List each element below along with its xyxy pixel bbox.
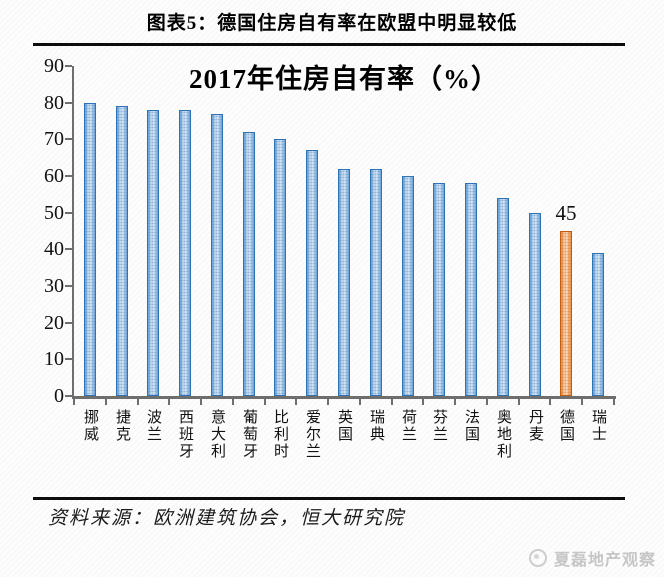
- x-axis-tick: [581, 396, 583, 405]
- x-axis-category-label: 瑞典: [368, 409, 384, 443]
- x-axis-tick: [73, 396, 75, 405]
- bar: [592, 253, 604, 396]
- top-divider: [33, 43, 625, 46]
- watermark: 夏磊地产观察: [528, 546, 656, 570]
- bar: [116, 106, 128, 396]
- x-axis-category-label: 葡萄牙: [241, 409, 257, 460]
- y-axis-line: [72, 66, 74, 399]
- bar-germany-highlighted: [560, 231, 572, 396]
- x-axis-category-label: 爱尔兰: [304, 409, 320, 460]
- x-axis-category-label: 西班牙: [177, 409, 193, 460]
- y-axis-tick-label: 90: [44, 55, 64, 77]
- x-axis-tick: [200, 396, 202, 405]
- source-note: 资料来源：欧洲建筑协会，恒大研究院: [48, 508, 406, 529]
- x-axis-line: [72, 396, 616, 399]
- x-axis-tick: [454, 396, 456, 405]
- chart-title: 2017年住房自有率（%）: [189, 64, 499, 94]
- y-axis-tick: [65, 358, 72, 360]
- x-axis-tick: [137, 396, 139, 405]
- x-axis-category-label: 捷克: [114, 409, 130, 443]
- bar: [147, 110, 159, 396]
- bar: [84, 103, 96, 396]
- y-axis-tick: [65, 65, 72, 67]
- y-axis-tick: [65, 138, 72, 140]
- x-axis-category-label: 德国: [558, 409, 574, 443]
- x-axis-category-label: 比利时: [272, 409, 288, 460]
- x-axis-tick: [391, 396, 393, 405]
- bar: [338, 169, 350, 396]
- bar: [211, 114, 223, 396]
- y-axis-tick: [65, 175, 72, 177]
- watermark-logo-icon: [528, 549, 547, 567]
- bar: [433, 183, 445, 396]
- x-axis-category-label: 意大利: [209, 409, 225, 460]
- x-axis-tick: [518, 396, 520, 405]
- bar: [274, 139, 286, 396]
- x-axis-category-label: 波兰: [145, 409, 161, 443]
- x-axis-tick: [359, 396, 361, 405]
- y-axis-tick: [65, 212, 72, 214]
- bar: [243, 132, 255, 396]
- x-axis-tick: [168, 396, 170, 405]
- x-axis-category-label: 丹麦: [527, 409, 543, 443]
- x-axis-category-label: 芬兰: [431, 409, 447, 443]
- x-axis-tick: [486, 396, 488, 405]
- bar: [370, 169, 382, 396]
- x-axis-tick: [295, 396, 297, 405]
- y-axis-tick: [65, 248, 72, 250]
- x-axis-category-label: 法国: [463, 409, 479, 443]
- y-axis-tick-label: 70: [44, 128, 64, 150]
- x-axis-tick: [422, 396, 424, 405]
- bar: [497, 198, 509, 396]
- x-axis-category-label: 荷兰: [400, 409, 416, 443]
- x-axis-tick: [232, 396, 234, 405]
- x-axis-category-label: 挪威: [82, 409, 98, 443]
- figure-title: 图表5：德国住房自有率在欧盟中明显较低: [146, 13, 518, 34]
- y-axis-tick: [65, 322, 72, 324]
- y-axis-tick: [65, 102, 72, 104]
- y-axis-tick-label: 50: [44, 202, 64, 224]
- x-axis-tick: [613, 396, 615, 405]
- x-axis-category-label: 瑞士: [590, 409, 606, 443]
- bar: [179, 110, 191, 396]
- x-axis-category-label: 奥地利: [495, 409, 511, 460]
- watermark-text: 夏磊地产观察: [553, 552, 656, 569]
- x-axis-tick: [264, 396, 266, 405]
- y-axis-tick-label: 60: [44, 165, 64, 187]
- y-axis-tick-label: 20: [44, 312, 64, 334]
- bar: [529, 213, 541, 396]
- bar: [306, 150, 318, 396]
- highlight-value-label: 45: [555, 201, 577, 225]
- y-axis-tick: [65, 395, 72, 397]
- y-axis-tick-label: 30: [44, 275, 64, 297]
- bar: [465, 183, 477, 396]
- bar: [402, 176, 414, 396]
- x-axis-tick: [549, 396, 551, 405]
- y-axis-tick: [65, 285, 72, 287]
- bottom-divider: [33, 497, 625, 500]
- x-axis-tick: [105, 396, 107, 405]
- y-axis-tick-label: 0: [54, 385, 64, 407]
- x-axis-category-label: 英国: [336, 409, 352, 443]
- y-axis-tick-label: 80: [44, 92, 64, 114]
- y-axis-tick-label: 40: [44, 238, 64, 260]
- y-axis-tick-label: 10: [44, 348, 64, 370]
- x-axis-tick: [327, 396, 329, 405]
